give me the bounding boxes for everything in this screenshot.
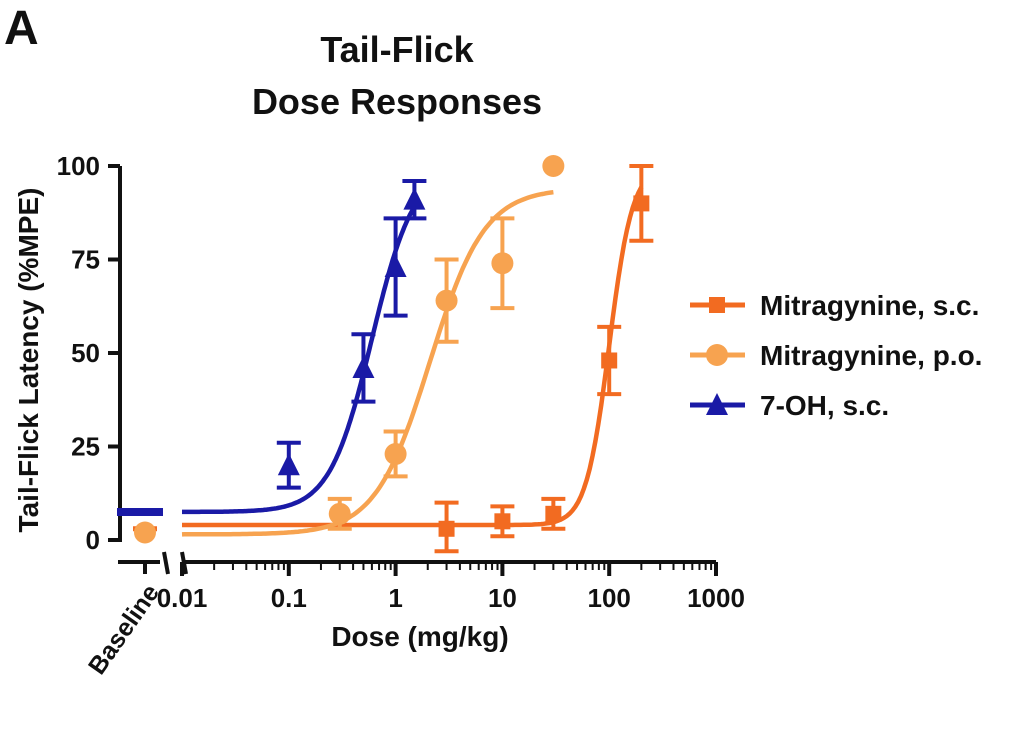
x-tick-label: 10 — [488, 583, 517, 613]
data-point — [491, 252, 514, 275]
series-0 — [133, 164, 654, 554]
legend-marker — [706, 344, 728, 366]
data-point — [384, 442, 407, 465]
legend: Mitragynine, s.c. Mitragynine, p.o. 7-OH, … — [690, 290, 982, 421]
data-point — [542, 155, 565, 177]
data-points — [117, 155, 654, 554]
y-axis-label: Tail-Flick Latency (%MPE) — [13, 188, 44, 533]
chart-title-line-2: Dose Responses — [252, 81, 542, 122]
y-tick-label: 50 — [71, 338, 100, 368]
legend-label: Mitragynine, s.c. — [760, 290, 979, 321]
panel-label: A — [4, 2, 39, 55]
fit-curves — [181, 186, 644, 537]
legend-item-1: Mitragynine, p.o. — [690, 340, 982, 371]
series-1 — [134, 155, 565, 544]
legend-marker — [706, 393, 728, 415]
x-tick-label: 100 — [588, 583, 631, 613]
series-2 — [117, 178, 427, 516]
y-tick-label: 75 — [71, 245, 100, 275]
y-tick-label: 25 — [71, 432, 100, 462]
data-point — [438, 520, 455, 537]
data-point — [328, 502, 351, 525]
baseline-label: Baseline — [83, 579, 165, 679]
fit-curve-2 — [182, 205, 417, 515]
y-tick-label: 0 — [86, 525, 100, 555]
x-tick-label: 1 — [388, 583, 402, 613]
fit-curve-0 — [182, 186, 644, 528]
x-axis-label: Dose (mg/kg) — [331, 621, 508, 652]
legend-item-0: Mitragynine, s.c. — [690, 290, 979, 321]
fit-curve-1 — [181, 189, 554, 537]
x-tick-label: 0.01 — [157, 583, 208, 613]
legend-marker — [709, 297, 725, 313]
data-point — [633, 195, 650, 212]
legend-label: 7-OH, s.c. — [760, 390, 889, 421]
data-point — [435, 289, 458, 312]
y-tick-label: 100 — [57, 151, 100, 181]
baseline-point — [134, 521, 156, 544]
data-point — [601, 352, 618, 369]
data-point — [277, 453, 300, 476]
axis-break-left — [162, 551, 170, 575]
legend-item-2: 7-OH, s.c. — [690, 390, 889, 421]
data-point — [494, 513, 511, 530]
x-tick-label: 0.1 — [271, 583, 307, 613]
axes: 0 25 50 75 100 0.01 0.1 1 10 100 1000 — [57, 151, 745, 613]
data-point — [352, 355, 375, 378]
data-point — [384, 254, 407, 277]
data-point — [403, 187, 426, 210]
legend-label: Mitragynine, p.o. — [760, 340, 982, 371]
x-tick-label: 1000 — [687, 583, 745, 613]
chart-title-line-1: Tail-Flick — [320, 29, 474, 70]
data-point — [545, 505, 562, 522]
